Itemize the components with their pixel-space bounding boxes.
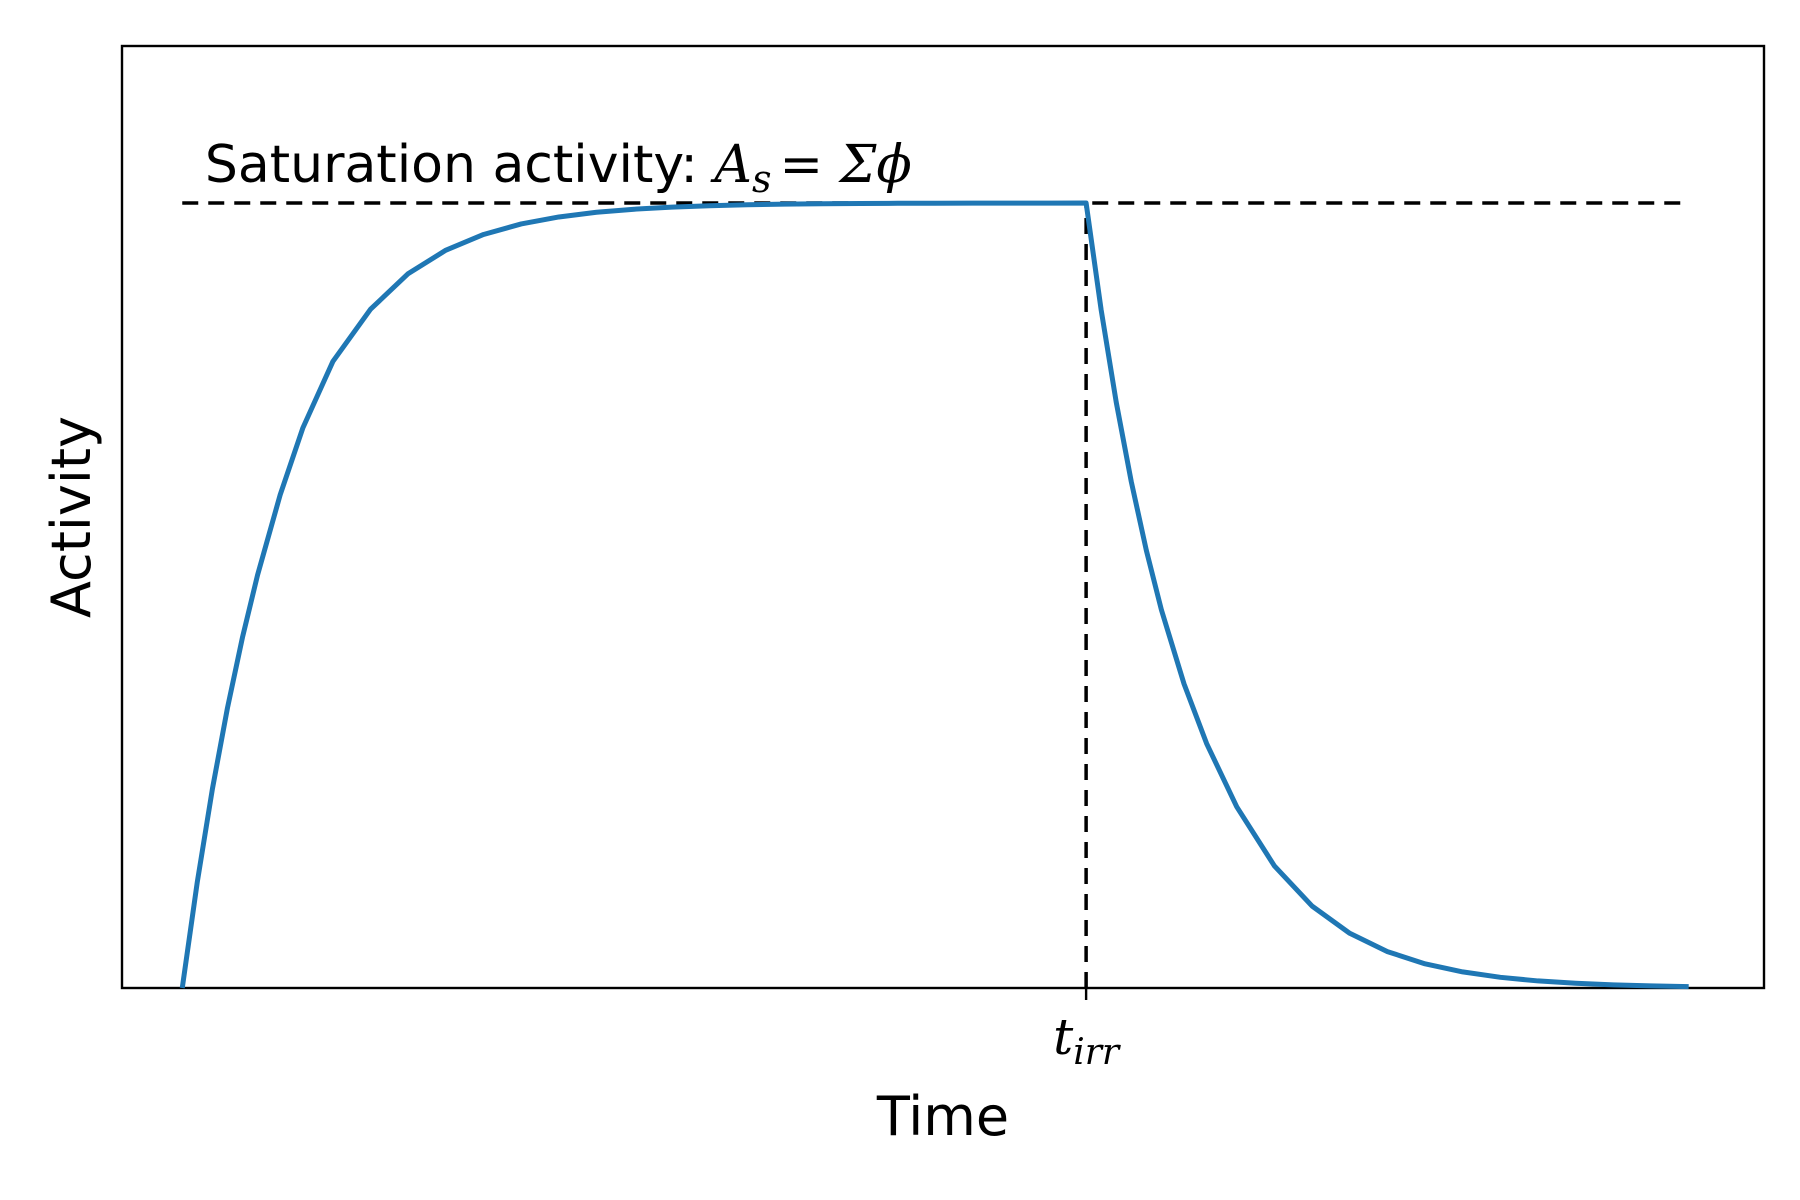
x-tick-label-sub: irr: [1073, 1032, 1121, 1073]
x-tick-label: tirr: [1053, 1008, 1121, 1073]
annotation-math-a: A: [710, 135, 752, 195]
annotation-math-sub: s: [752, 157, 772, 201]
y-axis-label: Activity: [40, 416, 103, 618]
activity-curve: [179, 200, 1689, 990]
x-axis-label: Time: [876, 1085, 1009, 1148]
saturation-annotation: Saturation activity: As = Σϕ: [205, 135, 912, 201]
annotation-math-rest: = Σϕ: [779, 135, 911, 195]
x-tick-label-main: t: [1053, 1008, 1074, 1066]
annotation-text: Saturation activity:: [205, 135, 715, 195]
